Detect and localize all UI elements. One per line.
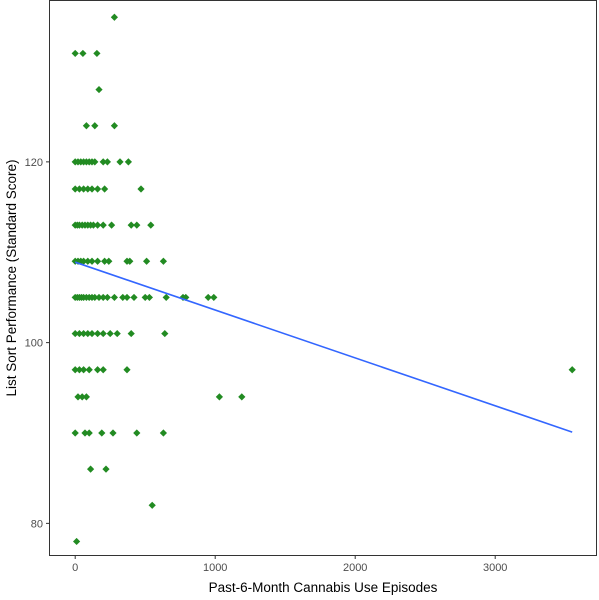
data-point <box>91 158 99 166</box>
data-point <box>84 329 92 338</box>
data-point <box>89 221 97 229</box>
data-point <box>110 293 118 302</box>
data-point <box>99 158 107 166</box>
data-point <box>85 429 93 437</box>
data-point <box>88 257 96 265</box>
data-point <box>159 429 167 437</box>
y-tick-label: 120 <box>25 157 43 169</box>
data-point <box>88 329 96 338</box>
data-point <box>127 221 135 229</box>
data-point <box>110 122 118 130</box>
data-point <box>87 465 95 473</box>
data-point <box>110 13 118 21</box>
panel-border <box>49 0 597 556</box>
data-point <box>162 293 170 302</box>
data-point <box>94 257 102 265</box>
data-point <box>210 293 218 302</box>
data-point <box>113 329 121 338</box>
data-point <box>161 329 169 338</box>
data-point <box>71 185 79 193</box>
data-point <box>99 329 107 338</box>
data-point <box>71 429 79 437</box>
data-point <box>73 537 81 546</box>
data-point <box>82 122 90 130</box>
data-point <box>80 366 88 374</box>
data-point <box>127 329 135 338</box>
data-point <box>75 366 83 374</box>
data-point <box>94 366 102 374</box>
data-point <box>568 366 576 374</box>
data-point <box>88 185 96 193</box>
data-point <box>84 257 92 265</box>
data-point <box>91 122 99 130</box>
data-point <box>101 257 109 265</box>
data-point <box>101 185 109 193</box>
data-point <box>102 465 110 473</box>
data-point <box>99 293 107 302</box>
data-point <box>71 329 79 338</box>
data-point <box>95 293 103 302</box>
data-point <box>75 185 83 193</box>
data-point <box>143 257 151 265</box>
data-point <box>141 293 149 302</box>
data-point <box>80 329 88 338</box>
data-point <box>126 257 134 265</box>
data-point <box>98 429 106 437</box>
data-point <box>80 185 88 193</box>
data-point <box>71 366 79 374</box>
x-axis: 0 1000 2000 3000 <box>72 555 507 574</box>
data-point <box>148 501 156 509</box>
data-point <box>106 329 114 338</box>
data-point <box>94 329 102 338</box>
data-point <box>215 393 223 401</box>
data-point <box>95 85 103 94</box>
data-point <box>119 293 127 302</box>
data-point <box>79 49 87 58</box>
data-point <box>81 429 89 437</box>
y-tick-label: 80 <box>31 518 43 530</box>
data-point <box>103 293 111 302</box>
x-axis-title: Past-6-Month Cannabis Use Episodes <box>209 580 438 595</box>
data-point <box>80 257 88 265</box>
data-point <box>85 366 93 374</box>
data-point <box>91 293 99 302</box>
data-point <box>159 257 167 265</box>
data-point <box>137 185 145 193</box>
data-point <box>123 293 131 302</box>
data-point <box>133 221 141 229</box>
data-point <box>103 158 111 166</box>
data-point <box>204 293 212 302</box>
data-point <box>75 329 83 338</box>
x-tick-label: 2000 <box>343 562 367 574</box>
y-tick-label: 100 <box>25 338 43 350</box>
y-axis-title: List Sort Performance (Standard Score) <box>4 159 19 396</box>
data-point <box>108 221 116 229</box>
data-point <box>133 429 141 437</box>
data-point <box>109 429 117 437</box>
data-point <box>71 49 79 58</box>
data-point <box>145 293 153 302</box>
data-point <box>116 158 124 166</box>
data-point <box>105 257 113 265</box>
data-point <box>74 393 82 401</box>
x-tick-label: 0 <box>72 562 78 574</box>
data-point <box>130 293 138 302</box>
x-tick-label: 1000 <box>203 562 227 574</box>
data-point <box>82 393 90 401</box>
y-axis: 80 100 120 <box>25 157 50 530</box>
data-point <box>94 185 102 193</box>
data-point <box>94 221 102 229</box>
trend-line <box>74 261 573 433</box>
data-point <box>124 158 132 166</box>
data-point <box>93 49 101 58</box>
data-point <box>99 221 107 229</box>
data-point <box>99 366 107 374</box>
data-point <box>84 185 92 193</box>
x-tick-label: 3000 <box>483 562 507 574</box>
data-point <box>123 366 131 374</box>
data-point <box>78 393 86 401</box>
data-point <box>238 393 246 401</box>
data-point <box>147 221 155 229</box>
